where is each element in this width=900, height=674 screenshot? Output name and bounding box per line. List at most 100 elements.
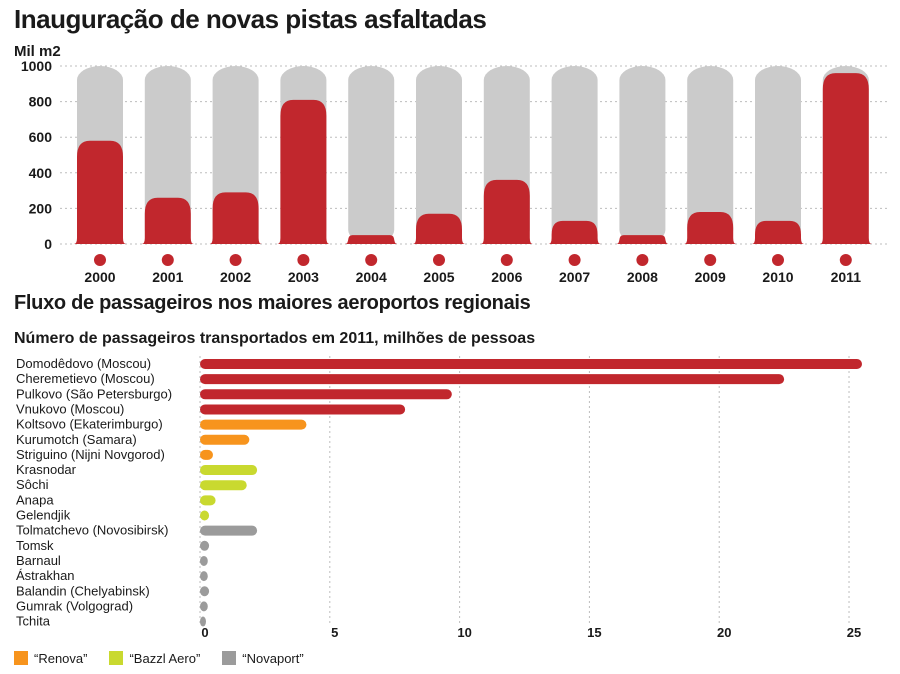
chart2-category-label: Ástrakhan: [16, 568, 75, 583]
chart1-x-tick-label: 2002: [220, 269, 251, 285]
legend-item-bazzl-aero: “Bazzl Aero”: [109, 651, 200, 666]
chart2-category-label: Barnaul: [16, 553, 61, 568]
chart1-track: [551, 66, 598, 244]
chart1-x-tick-label: 2010: [762, 269, 793, 285]
chart2-x-tick-label: 15: [587, 625, 601, 640]
chart2-bar: [200, 510, 210, 521]
chart2-bar: [200, 586, 210, 597]
chart1-marker-dot: [568, 254, 581, 266]
chart2-category-label: Vnukovo (Moscou): [16, 401, 124, 416]
chart2-bar: [200, 404, 406, 415]
chart1-x-tick-label: 2005: [423, 269, 454, 285]
chart1-bar-2005: [413, 213, 465, 244]
chart2-bar: [200, 495, 216, 506]
chart1-bar-2009: [684, 211, 737, 244]
chart1-x-tick-label: 2008: [627, 269, 658, 285]
chart1-marker-dot: [365, 254, 378, 266]
chart2-category-label: Tchita: [16, 614, 51, 629]
chart1-y-ticks: 0 200 400 600 800 1000: [21, 58, 52, 252]
chart1-y-tick-label: 400: [29, 165, 53, 181]
legend-swatch-novaport: [222, 651, 237, 665]
chart1-track: [619, 66, 666, 244]
chart2-grid: [199, 356, 850, 626]
chart2-bar: [200, 601, 208, 612]
chart2-category-label: Striguino (Nijni Novgorod): [16, 447, 165, 462]
chart2-bar: [200, 419, 307, 430]
chart1-grid: [60, 65, 888, 245]
chart1-title: Inauguração de novas pistas asfaltadas: [14, 4, 487, 34]
chart2-category-label: Pulkovo (São Petersburgo): [16, 386, 172, 401]
chart1-x-ticks: 2000 2001 2002 2003 2004 2005 2006 2007 2008 2009…: [84, 254, 861, 285]
chart1-y-tick-label: 800: [29, 94, 53, 110]
runway-chart: Mil m2 0 200 400 600 800 1000 2000 2001 2002 200…: [14, 43, 888, 285]
chart2-bar: [200, 555, 208, 566]
legend-swatch-bazzl-aero: [109, 651, 124, 665]
chart1-x-tick-label: 2011: [831, 269, 862, 285]
chart1-marker-dot: [500, 254, 513, 266]
chart1-x-tick-label: 2000: [84, 269, 115, 285]
chart1-bar-2007: [548, 220, 601, 244]
legend: “Renova” “Bazzl Aero” “Novaport”: [14, 648, 326, 668]
chart2-category-label: Domodêdovo (Moscou): [16, 356, 151, 371]
chart1-bar-2003: [277, 99, 330, 244]
chart1-x-tick-label: 2006: [491, 269, 522, 285]
chart1-unit-label: Mil m2: [14, 43, 61, 60]
chart2-bar: [200, 359, 862, 369]
chart1-track: [416, 66, 462, 244]
chart1-marker-dot: [297, 254, 310, 266]
chart1-marker-dot: [229, 254, 242, 266]
chart1-marker-dot: [839, 254, 852, 266]
chart2-x-ticks: 0 5 10 15 20 25: [201, 625, 861, 640]
chart1-bar-2002: [209, 192, 262, 244]
legend-swatch-renova: [14, 651, 28, 665]
legend-label-renova: “Renova”: [34, 650, 88, 666]
chart2-bar: [200, 374, 785, 385]
chart2-bar: [200, 525, 258, 536]
chart1-y-tick-label: 600: [29, 129, 53, 145]
chart1-y-tick-label: 200: [29, 200, 53, 216]
chart2-category-label: Kurumotch (Samara): [16, 432, 137, 447]
chart1-x-tick-label: 2004: [356, 269, 387, 285]
chart1-track: [348, 66, 395, 244]
chart1-marker-dot: [704, 254, 717, 266]
chart2-bar: [200, 571, 208, 582]
chart1-y-tick-label: 0: [44, 236, 52, 252]
chart2-title: Fluxo de passageiros nos maiores aeropor…: [14, 292, 531, 314]
chart2-bar: [200, 480, 247, 491]
chart2-bar: [200, 540, 210, 551]
chart2-category-label: Sôchi: [16, 477, 49, 492]
chart1-x-tick-label: 2001: [152, 269, 183, 285]
passenger-chart: Domodêdovo (Moscou)Cheremetievo (Moscou)…: [16, 356, 862, 640]
chart2-bar: [200, 449, 213, 460]
chart2-bars: [200, 359, 862, 627]
chart2-category-label: Koltsovo (Ekaterimburgo): [16, 417, 163, 432]
chart2-x-tick-label: 25: [847, 625, 861, 640]
chart1-y-tick-label: 1000: [21, 58, 52, 74]
chart1-marker-dot: [161, 254, 174, 266]
chart2-category-labels: Domodêdovo (Moscou)Cheremetievo (Moscou)…: [16, 356, 172, 629]
chart1-x-tick-label: 2007: [559, 269, 590, 285]
chart1-bars: [74, 73, 872, 245]
legend-label-novaport: “Novaport”: [242, 650, 304, 666]
chart1-marker-dot: [433, 254, 445, 266]
chart1-marker-dot: [772, 254, 784, 266]
legend-item-renova: “Renova”: [14, 651, 87, 666]
chart2-x-tick-label: 10: [457, 625, 471, 640]
legend-label-bazzl-aero: “Bazzl Aero”: [129, 650, 201, 666]
chart2-category-label: Tomsk: [16, 538, 54, 553]
chart1-bar-2000: [74, 140, 126, 244]
chart2-x-tick-label: 0: [201, 625, 208, 640]
chart1-bar-2011: [819, 73, 872, 245]
chart1-bar-2006: [480, 179, 533, 244]
legend-item-novaport: “Novaport”: [222, 650, 304, 666]
chart2-category-label: Anapa: [16, 492, 54, 507]
chart2-category-label: Balandin (Chelyabinsk): [16, 583, 150, 598]
chart2-category-label: Gelendjik: [16, 508, 71, 523]
chart1-x-tick-label: 2009: [695, 269, 726, 285]
chart2-bar: [200, 434, 250, 445]
chart2-category-label: Krasnodar: [16, 462, 77, 477]
chart2-bar: [200, 389, 452, 400]
chart1-bar-2010: [752, 220, 804, 244]
chart1-bar-2008: [616, 235, 669, 244]
chart2-bar: [200, 616, 206, 627]
